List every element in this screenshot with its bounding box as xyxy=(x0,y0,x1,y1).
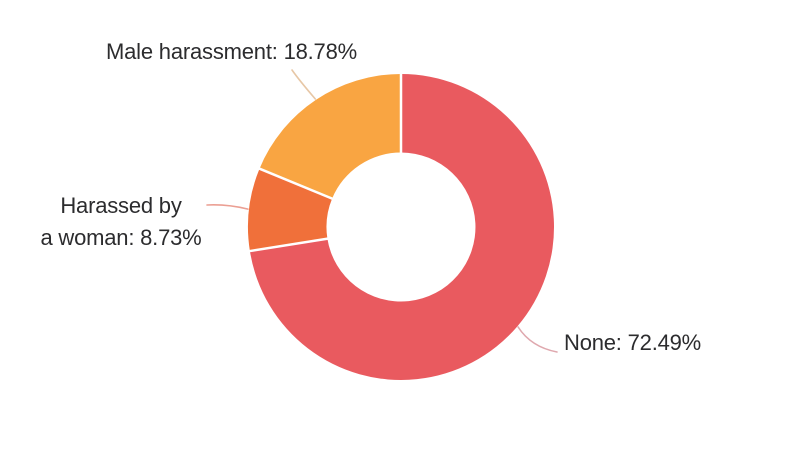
label-harassed-line-2: a woman: 8.73% xyxy=(40,225,202,250)
donut-segment-harassed-by-a-woman xyxy=(247,168,333,251)
label-male-harassment: Male harassment: 18.78% xyxy=(106,39,357,64)
leader-line-none xyxy=(517,326,558,353)
donut-segment-male-harassment xyxy=(259,74,401,199)
label-none: None: 72.49% xyxy=(564,330,702,355)
leader-line-male-harassment xyxy=(291,69,317,100)
leader-line-harassed-by-a-woman xyxy=(206,204,249,210)
segment-separator-1 xyxy=(248,237,330,253)
label-harassed-by-a-woman: Harassed by a woman: 8.73% xyxy=(28,190,214,254)
label-harassed-line-1: Harassed by xyxy=(60,193,182,218)
donut-segment-none xyxy=(249,74,555,380)
segment-separator-2 xyxy=(258,167,335,201)
